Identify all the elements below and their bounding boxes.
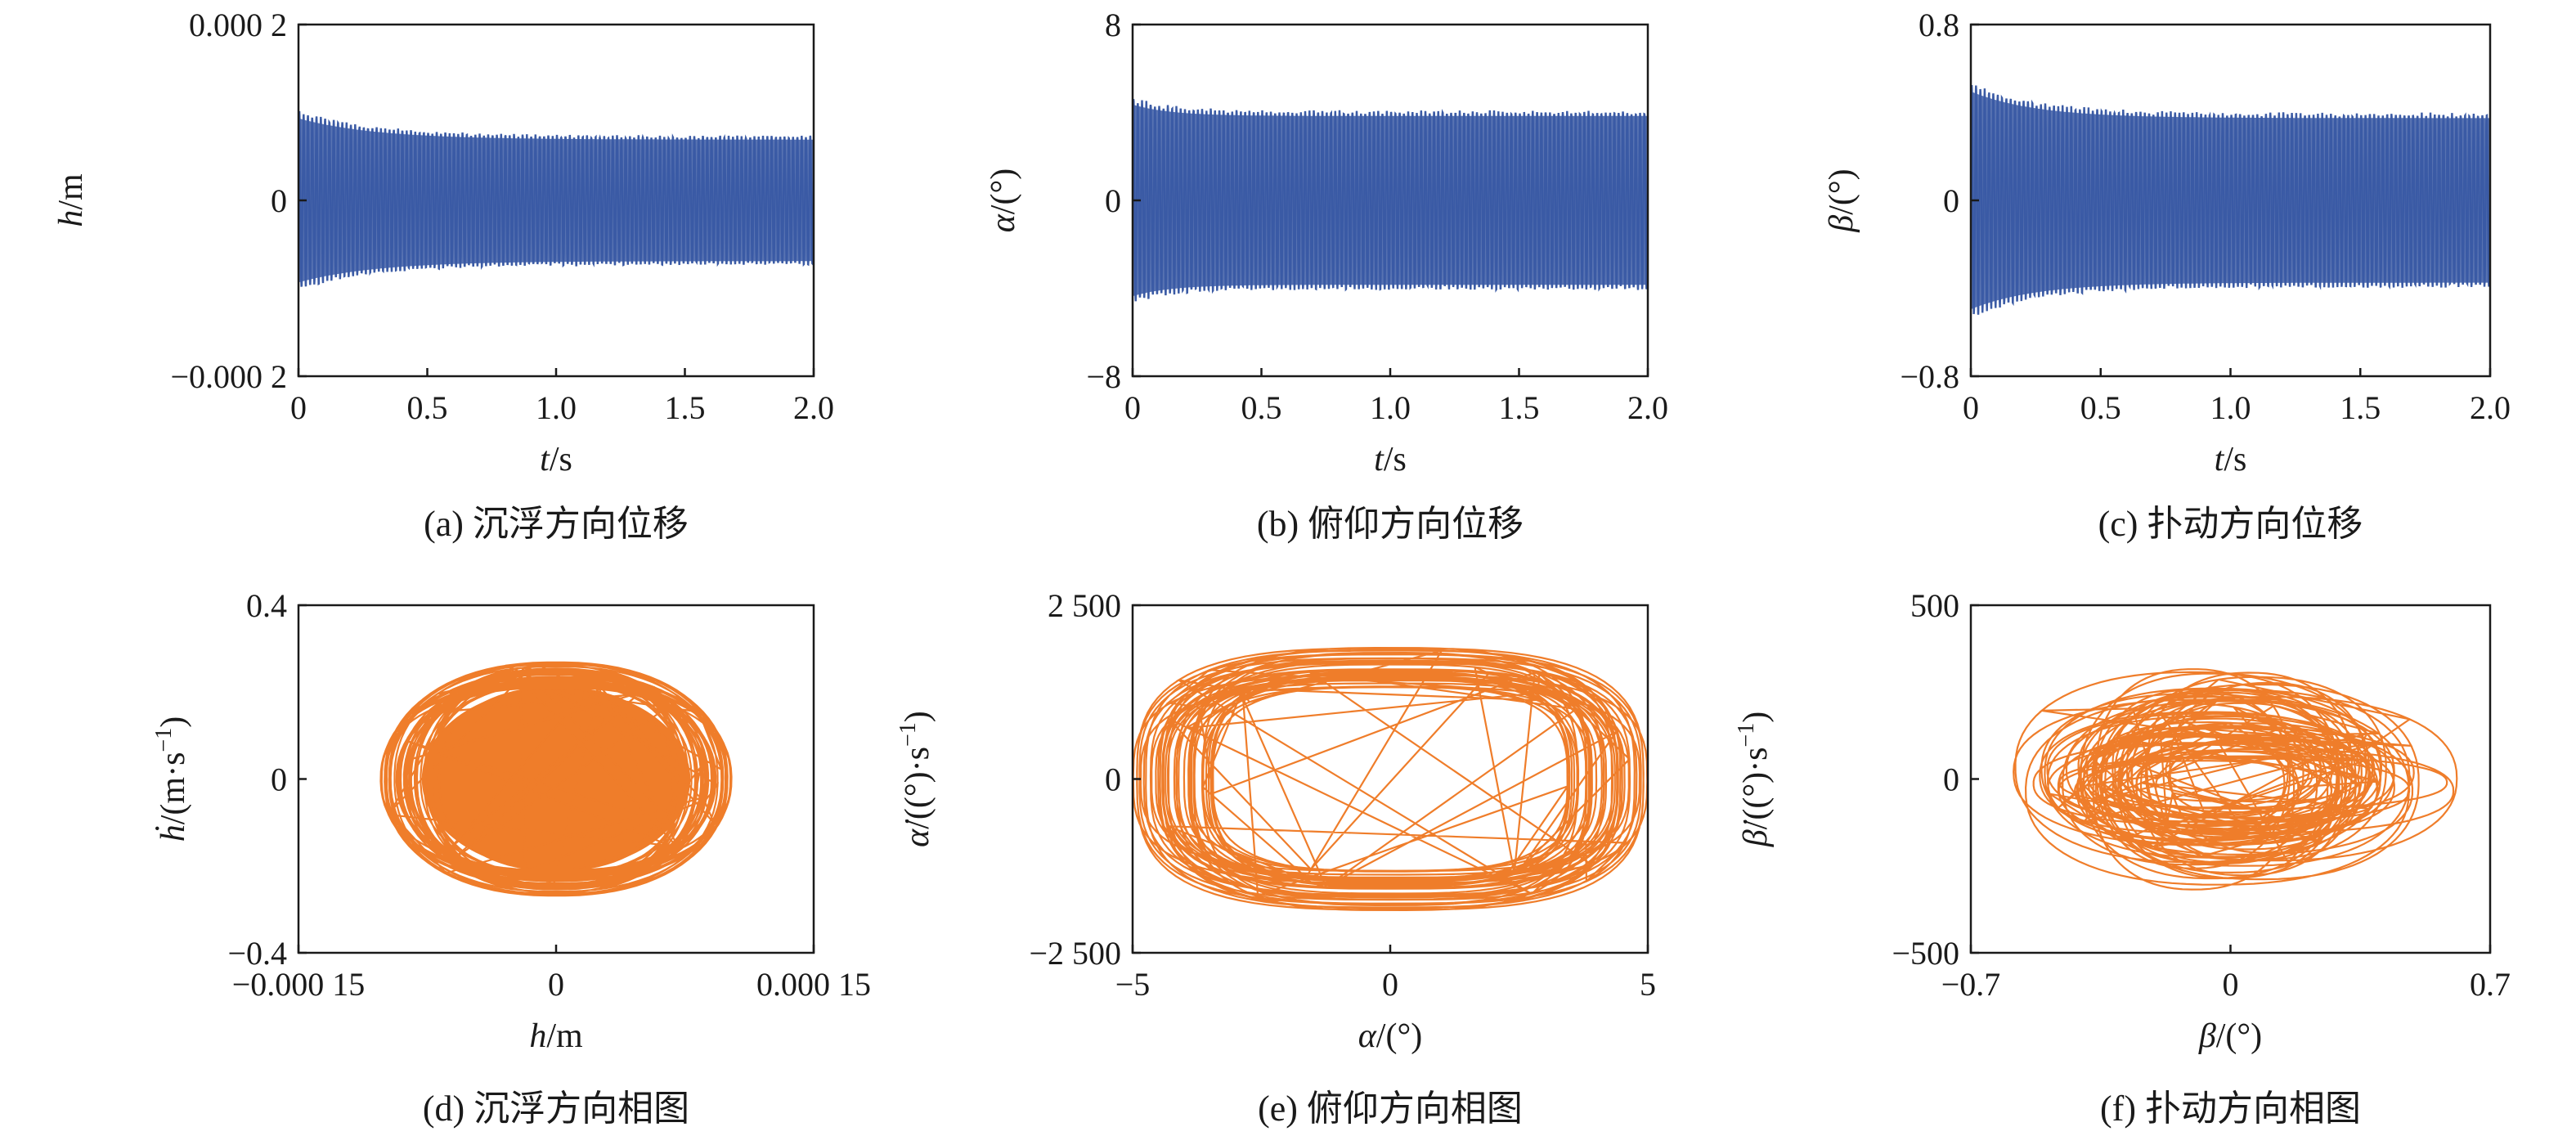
chart-d: −0.000 15 0 0.000 15 0.4 0 −0.4 h/m ḣ/(m·s−1) (d… bbox=[151, 587, 871, 1129]
subplot-caption: (d) 沉浮方向相图 bbox=[423, 1089, 689, 1129]
y-axis-title: α̇/((°)·s−1) bbox=[895, 711, 936, 847]
subplot-caption: (a) 沉浮方向位移 bbox=[424, 504, 689, 544]
series-group bbox=[2013, 668, 2458, 891]
x-tick-label: 0 bbox=[1963, 389, 1979, 426]
y-tick-label: −0.8 bbox=[1900, 358, 1959, 395]
subplot-caption: (e) 俯仰方向相图 bbox=[1258, 1089, 1523, 1129]
series-group bbox=[379, 661, 733, 897]
x-tick-label: 1.5 bbox=[1499, 389, 1540, 426]
y-axis-title: α/(°) bbox=[985, 168, 1022, 232]
x-tick-label: 1.5 bbox=[665, 389, 706, 426]
x-tick-label: 1.5 bbox=[2340, 389, 2381, 426]
x-tick-label: −0.7 bbox=[1941, 966, 2001, 1003]
x-tick-label: 0 bbox=[1124, 389, 1141, 426]
series-envelope bbox=[298, 118, 814, 283]
chart-c: 0 0.5 1.0 1.5 2.00.80−0.8t/sβ/(°)(c) 扑动方向位移 bbox=[1823, 7, 2511, 544]
y-tick-label: −8 bbox=[1086, 358, 1121, 395]
y-tick-label: 0 bbox=[271, 182, 287, 219]
x-tick-label: 0 bbox=[548, 966, 564, 1003]
y-axis-title: h/m bbox=[52, 173, 90, 227]
series-group bbox=[1971, 85, 2490, 315]
y-axis-title: β̇/((°)·s−1) bbox=[1734, 712, 1775, 847]
x-tick-label: 2.0 bbox=[793, 389, 834, 426]
x-tick-label: 0.5 bbox=[2080, 389, 2121, 426]
y-axis-title: β/(°) bbox=[1823, 168, 1860, 232]
chart-f: −0.7 0 0.7 500 0 −500 β/(°) β̇/((°)·s−1) (f) 扑动方… bbox=[1734, 587, 2511, 1129]
x-tick-label: 1.0 bbox=[2210, 389, 2251, 426]
x-tick-label: 0 bbox=[2223, 966, 2239, 1003]
subplot-caption: (c) 扑动方向位移 bbox=[2098, 504, 2363, 544]
y-tick-label: −0.000 2 bbox=[170, 358, 287, 395]
y-tick-label: 0.8 bbox=[1919, 7, 1959, 43]
x-axis-title: t/s bbox=[1374, 441, 1407, 478]
series-line bbox=[379, 661, 733, 897]
x-axis-title: β/(°) bbox=[2198, 1017, 2262, 1055]
y-tick-label: 0.000 2 bbox=[189, 7, 287, 43]
y-tick-label: 0 bbox=[1943, 182, 1959, 219]
y-tick-label: −2 500 bbox=[1029, 935, 1121, 972]
x-tick-label: 0.000 15 bbox=[756, 966, 871, 1003]
x-tick-label: −5 bbox=[1115, 966, 1151, 1003]
x-tick-label: 0 bbox=[290, 389, 307, 426]
series-line bbox=[2013, 668, 2458, 891]
y-tick-label: 500 bbox=[1910, 587, 1959, 624]
x-axis-title: α/(°) bbox=[1358, 1017, 1422, 1055]
series-line bbox=[1133, 646, 1648, 912]
y-tick-label: 0 bbox=[271, 761, 287, 798]
series-group bbox=[1133, 98, 1648, 302]
y-axis-title: ḣ/(m·s−1) bbox=[151, 716, 192, 842]
x-tick-label: 1.0 bbox=[536, 389, 577, 426]
x-axis-title: h/m bbox=[529, 1017, 583, 1055]
x-tick-label: 2.0 bbox=[1627, 389, 1668, 426]
x-tick-label: 0.7 bbox=[2470, 966, 2511, 1003]
x-tick-label: −0.000 15 bbox=[232, 966, 366, 1003]
chart-e: −5 0 5 2 500 0 −2 500 α/(°) α̇/((°)·s−1) (e) 俯仰方… bbox=[895, 587, 1656, 1129]
y-tick-label: −0.4 bbox=[227, 935, 287, 972]
x-tick-label: 0.5 bbox=[407, 389, 448, 426]
chart-b: 0 0.5 1.0 1.5 2.080−8t/sα/(°)(b) 俯仰方向位移 bbox=[985, 7, 1668, 544]
x-axis-title: t/s bbox=[2215, 441, 2247, 478]
subplot-caption: (b) 俯仰方向位移 bbox=[1257, 504, 1524, 544]
y-tick-label: 2 500 bbox=[1048, 587, 1121, 624]
y-tick-label: −500 bbox=[1892, 935, 1959, 972]
x-tick-label: 0.5 bbox=[1241, 389, 1282, 426]
subplot-caption: (f) 扑动方向相图 bbox=[2100, 1089, 2361, 1129]
x-axis-title: t/s bbox=[540, 441, 572, 478]
series-group bbox=[298, 110, 814, 287]
y-tick-label: 0.4 bbox=[246, 587, 287, 624]
x-tick-label: 2.0 bbox=[2470, 389, 2511, 426]
x-tick-label: 1.0 bbox=[1370, 389, 1411, 426]
y-tick-label: 0 bbox=[1943, 761, 1959, 798]
y-tick-label: 8 bbox=[1105, 7, 1121, 43]
y-tick-label: 0 bbox=[1105, 761, 1121, 798]
chart-a: 0 0.5 1.0 1.5 2.00.000 20−0.000 2t/sh/m(a) 沉… bbox=[52, 7, 834, 544]
x-tick-label: 0 bbox=[1382, 966, 1398, 1003]
y-tick-label: 0 bbox=[1105, 182, 1121, 219]
series-envelope bbox=[1133, 104, 1648, 297]
series-group bbox=[1133, 646, 1648, 912]
series-envelope bbox=[1971, 91, 2490, 310]
x-tick-label: 5 bbox=[1640, 966, 1656, 1003]
